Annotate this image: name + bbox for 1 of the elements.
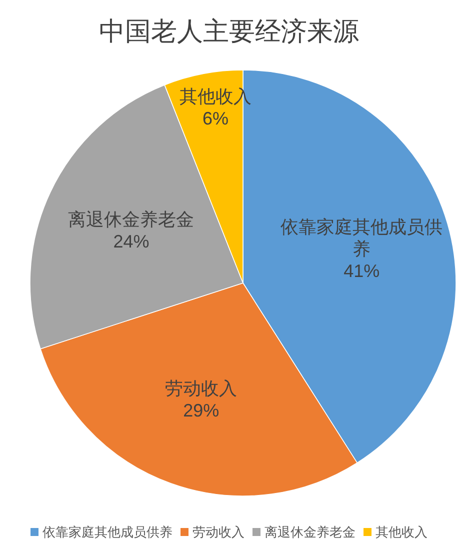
title: 中国老人主要经济来源	[99, 16, 359, 46]
